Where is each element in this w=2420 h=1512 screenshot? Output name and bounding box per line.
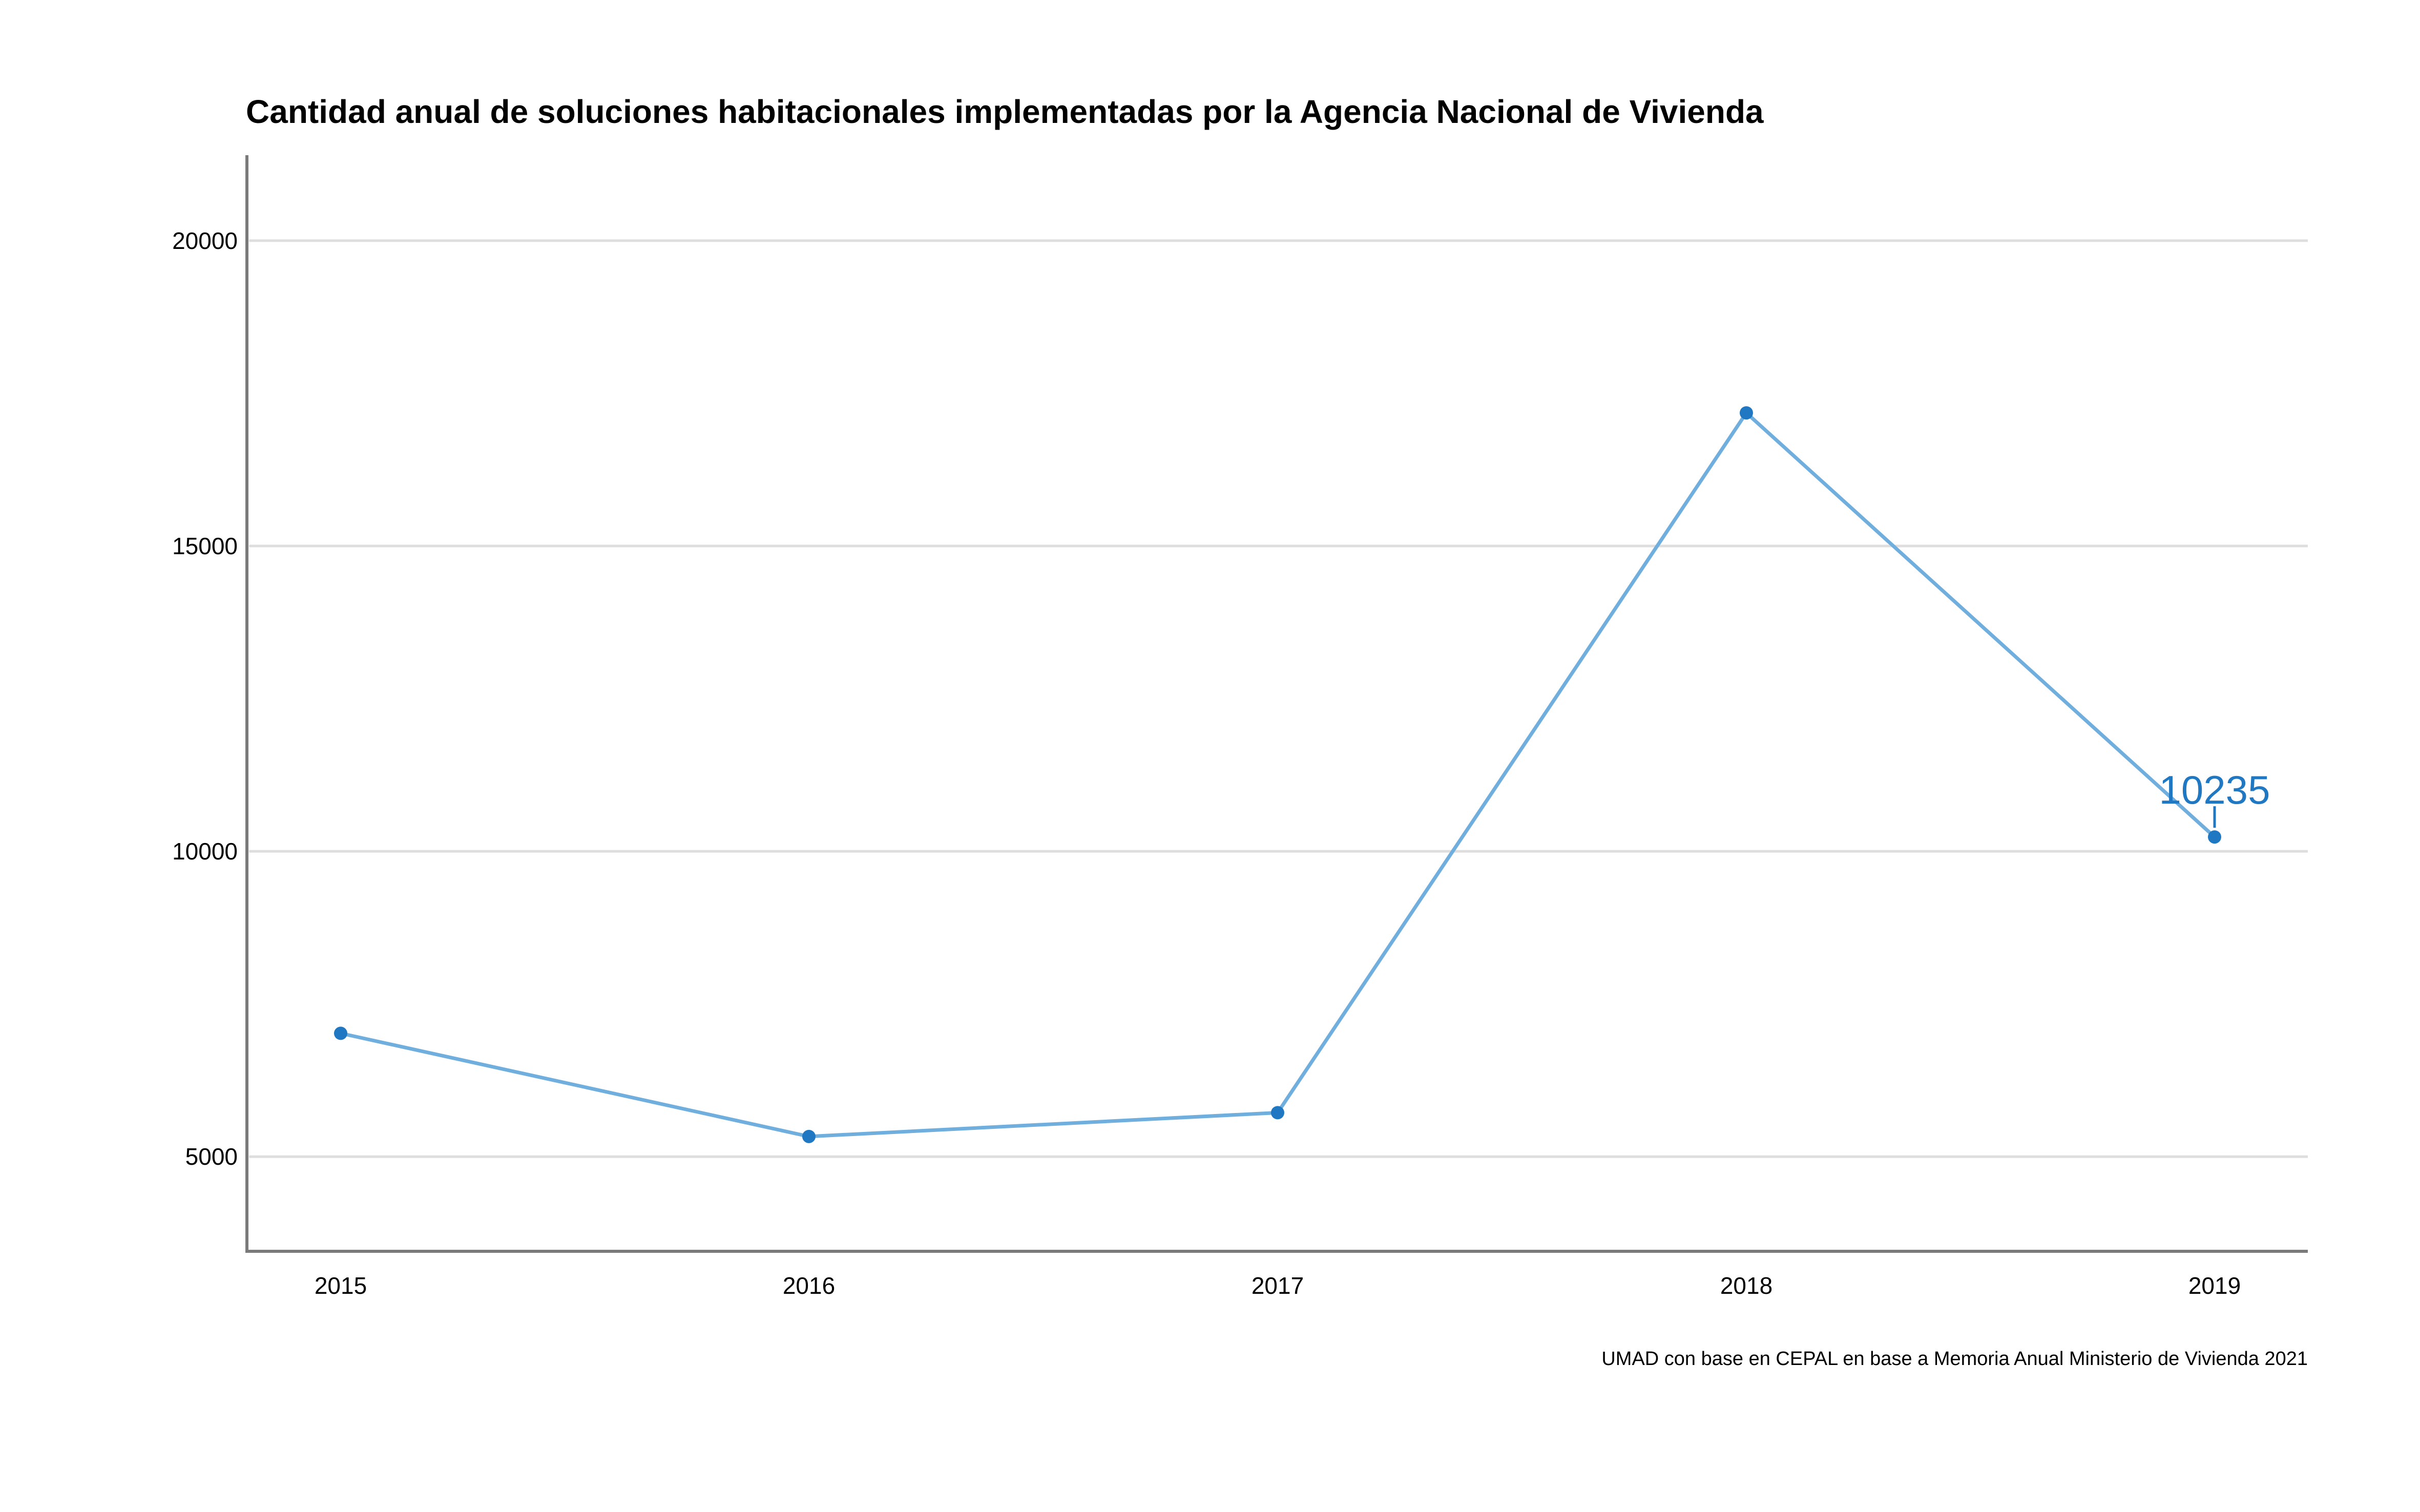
data-point-2018	[1740, 406, 1753, 420]
x-tick-label: 2015	[315, 1272, 367, 1299]
x-tick-label: 2019	[2188, 1272, 2241, 1299]
x-tick-label: 2016	[783, 1272, 835, 1299]
y-tick-label: 20000	[172, 227, 238, 254]
chart-title: Cantidad anual de soluciones habitaciona…	[246, 93, 1764, 130]
series-line	[340, 411, 2216, 1139]
data-point-2017	[1271, 1106, 1284, 1120]
y-tick-label: 10000	[172, 838, 238, 865]
x-tick-label: 2018	[1720, 1272, 1772, 1299]
data-labels: 10235	[2159, 767, 2270, 828]
series-line-0	[340, 411, 2216, 1139]
x-tick-label: 2017	[1251, 1272, 1304, 1299]
data-point-2016	[802, 1129, 816, 1143]
data-point-2019	[2208, 830, 2221, 844]
chart-caption: UMAD con base en CEPAL en base a Memoria…	[1601, 1348, 2308, 1370]
gridlines	[249, 239, 2308, 1158]
data-point-2015	[334, 1026, 347, 1040]
data-label-2019: 10235	[2159, 767, 2270, 812]
y-tick-label: 5000	[185, 1143, 238, 1170]
axes: 5000 10000 15000 20000 2015 2016 2017 2018 2019	[172, 155, 2308, 1299]
y-tick-label: 15000	[172, 533, 238, 559]
data-points	[334, 406, 2221, 1143]
